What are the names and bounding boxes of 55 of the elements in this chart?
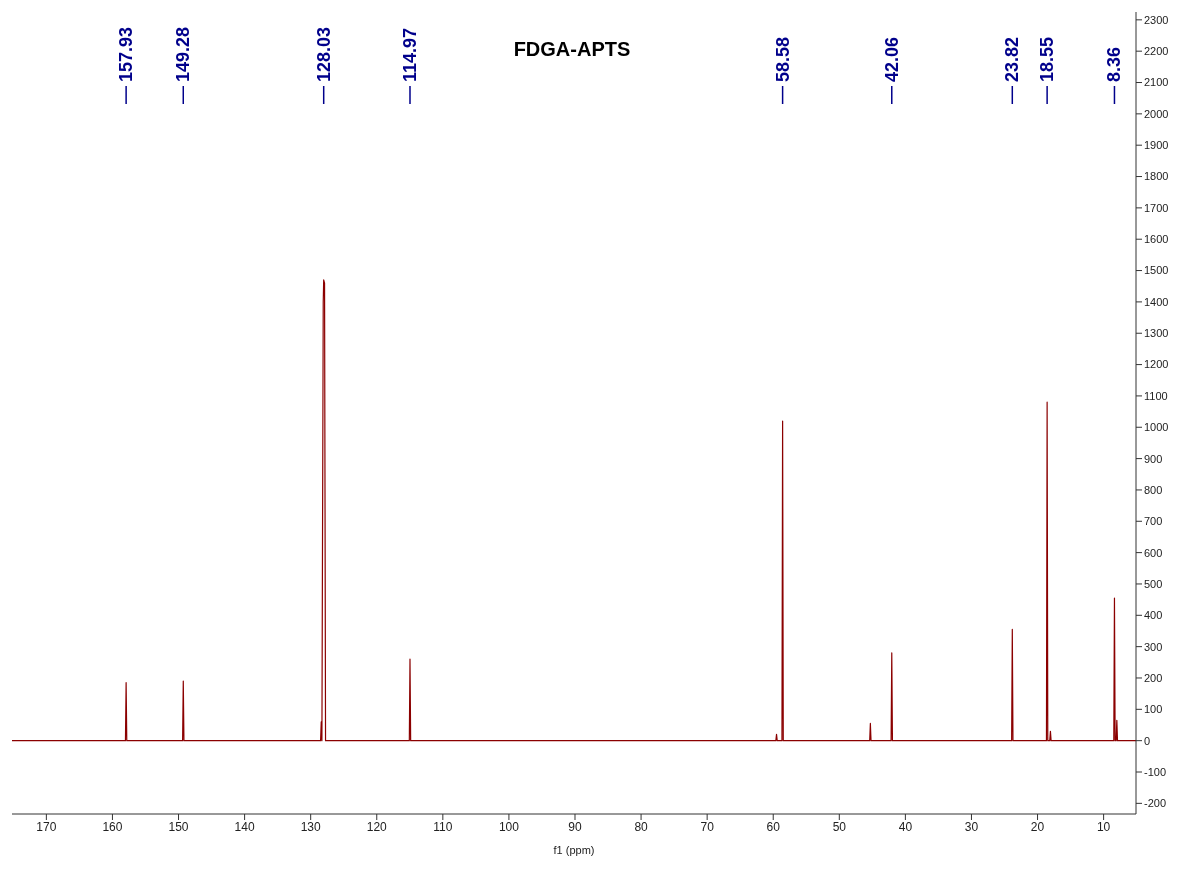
annotation: 23.82 (1002, 36, 1023, 82)
line-series (12, 279, 1136, 742)
y-tick-label: 100 (1144, 703, 1163, 716)
y-tick-label: 2000 (1144, 107, 1169, 120)
y-tick-label: 1300 (1144, 327, 1169, 340)
x-axis-title: f1 (ppm) (553, 844, 595, 856)
y-tick-label: 1900 (1144, 139, 1169, 152)
y-tick-label: 1500 (1144, 264, 1169, 277)
x-tick-label: 10 (1096, 819, 1111, 834)
y-tick-label: 200 (1144, 671, 1163, 684)
y-tick-label: 1100 (1144, 389, 1168, 402)
y-tick-label: 500 (1144, 577, 1163, 590)
y-tick-label: 2300 (1144, 13, 1169, 26)
x-tick-label: 60 (766, 819, 781, 834)
annotation: 58.58 (772, 36, 793, 82)
x-tick-label: 120 (366, 819, 388, 834)
annotation: 114.97 (399, 27, 420, 82)
y-tick-label: 1800 (1144, 170, 1169, 183)
x-tick-label: 150 (168, 819, 189, 834)
text: FDGA-APTS (513, 38, 631, 60)
x-tick-label: 20 (1030, 819, 1045, 834)
y-tick-label: -200 (1144, 797, 1167, 810)
x-tick-label: 40 (898, 819, 913, 834)
x-tick-label: 160 (102, 819, 123, 834)
annotation: 42.06 (881, 36, 902, 82)
x-tick-label: 130 (300, 819, 322, 834)
annotation: 8.36 (1104, 46, 1125, 82)
y-tick-label: 2200 (1144, 45, 1169, 58)
annotation: 18.55 (1037, 36, 1058, 82)
y-tick-label: 300 (1144, 640, 1163, 653)
y-tick-label: 0 (1144, 734, 1151, 747)
x-tick-label: 30 (964, 819, 979, 834)
annotation: 157.93 (116, 26, 137, 82)
y-tick-label: 2100 (1144, 76, 1169, 89)
y-tick-label: 900 (1144, 452, 1163, 465)
x-tick-label: 80 (634, 819, 649, 834)
x-tick-label: 100 (498, 819, 520, 834)
y-tick-label: 700 (1144, 515, 1163, 528)
x-tick-label: 170 (36, 819, 57, 834)
y-tick-label: 1700 (1144, 201, 1169, 214)
y-tick-label: 800 (1144, 483, 1163, 496)
x-tick-label: 140 (234, 819, 255, 834)
x-tick-label: 70 (700, 819, 715, 834)
annotation: 128.03 (313, 26, 334, 82)
y-tick-label: -100 (1144, 765, 1167, 778)
y-tick-label: 600 (1144, 546, 1163, 559)
y-tick-label: 1200 (1144, 358, 1169, 371)
x-tick-label: 90 (568, 819, 582, 834)
y-tick-label: 1600 (1144, 233, 1169, 246)
x-tick-label: 50 (832, 819, 847, 834)
y-tick-label: 1000 (1144, 421, 1169, 434)
y-tick-label: 400 (1144, 609, 1163, 622)
x-tick-label: 110 (433, 819, 453, 834)
y-tick-label: 1400 (1144, 295, 1169, 308)
annotation: 149.28 (173, 26, 194, 82)
